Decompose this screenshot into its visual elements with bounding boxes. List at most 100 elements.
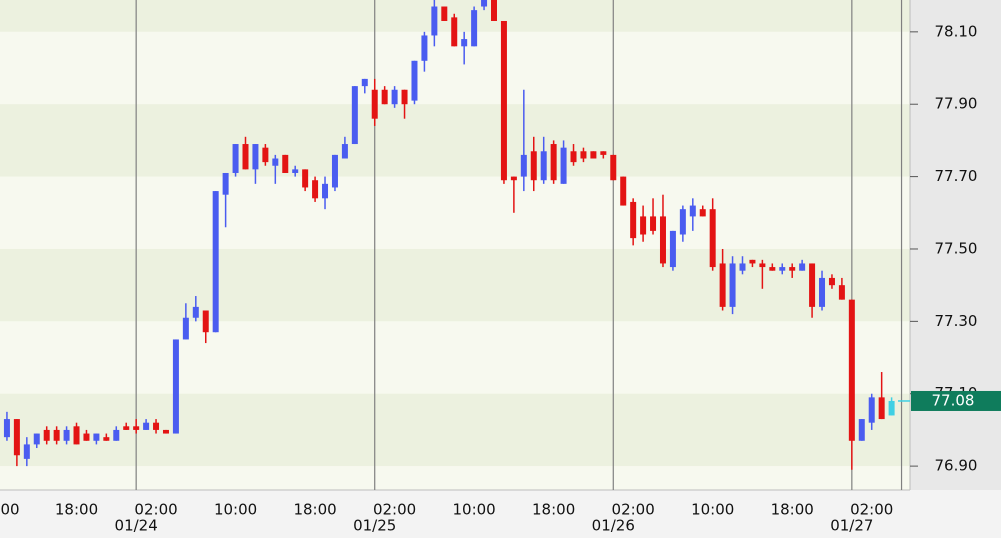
- candle-body: [53, 429, 60, 441]
- candle-body: [451, 17, 458, 47]
- candle-body: [63, 429, 70, 441]
- candle-body: [530, 151, 537, 181]
- last-price-label: 77.08: [932, 391, 975, 409]
- x-date-label: 01/26: [592, 517, 635, 535]
- candle-body: [828, 277, 835, 286]
- candle-body: [779, 267, 786, 271]
- candle-body: [709, 209, 716, 268]
- candle-body: [341, 144, 348, 159]
- candle-body: [103, 437, 110, 441]
- candle-body: [172, 339, 179, 434]
- candle-body: [610, 154, 617, 181]
- candle-body: [252, 144, 259, 170]
- candle-body: [461, 39, 468, 47]
- candle-body: [848, 299, 855, 441]
- candle-body: [550, 144, 557, 181]
- candle-body: [371, 89, 378, 119]
- candle-body: [749, 259, 756, 264]
- candle-body: [560, 147, 567, 184]
- candle-body: [202, 310, 209, 333]
- x-tick-label: 02:00: [373, 501, 416, 519]
- candle-body: [282, 154, 289, 173]
- candle-body: [143, 422, 150, 430]
- y-tick-label: 76.90: [935, 457, 978, 475]
- candle-body: [73, 426, 80, 445]
- grid-band: [0, 321, 910, 394]
- candle-body: [838, 285, 845, 300]
- x-tick-label: 10:00: [691, 501, 734, 519]
- candle-body: [93, 433, 100, 441]
- candle-body: [33, 433, 40, 445]
- candle-body: [192, 306, 199, 318]
- bands: [0, 0, 910, 490]
- grid-band: [0, 104, 910, 177]
- x-tick-label: 10:00: [453, 501, 496, 519]
- candle-body: [739, 263, 746, 271]
- candle-body: [113, 429, 120, 441]
- candle-body: [540, 151, 547, 181]
- candle-body: [630, 201, 637, 239]
- candle-body: [570, 151, 577, 163]
- candle-body: [520, 154, 527, 177]
- x-tick-label: 18:00: [771, 501, 814, 519]
- x-axis-panel: [0, 490, 1001, 538]
- candle-body: [133, 426, 140, 430]
- candle-body: [222, 172, 229, 195]
- candle-body: [331, 154, 338, 188]
- x-date-label: 01/25: [353, 517, 396, 535]
- candle-body: [689, 205, 696, 217]
- last-price-box: [911, 390, 1001, 411]
- x-tick-label: 18:00: [55, 501, 98, 519]
- grid-band: [0, 393, 910, 467]
- candle-body: [292, 169, 299, 173]
- candle-body: [471, 10, 478, 47]
- candle-body: [878, 397, 885, 420]
- candle-body: [23, 444, 30, 459]
- candle-body: [590, 151, 597, 159]
- candle-body: [3, 419, 10, 438]
- candle-body: [491, 0, 497, 21]
- candle-body: [769, 267, 776, 271]
- candle-body: [153, 422, 160, 430]
- candle-body: [242, 144, 249, 170]
- candle-body: [858, 419, 865, 441]
- grid-band: [0, 466, 910, 490]
- candle-body: [500, 20, 507, 181]
- candle-body: [819, 277, 826, 307]
- x-tick-label: 02:00: [134, 501, 177, 519]
- candle-body: [43, 429, 50, 441]
- candle-body: [431, 6, 438, 36]
- x-tick-label: 00: [0, 501, 19, 519]
- candle-body: [620, 176, 627, 206]
- y-tick-label: 77.30: [935, 312, 978, 330]
- candle-body: [272, 158, 279, 166]
- x-tick-label: 18:00: [532, 501, 575, 519]
- candle-body: [381, 89, 388, 105]
- candle-body: [888, 400, 895, 416]
- candle-body: [13, 419, 20, 456]
- candle-body: [868, 397, 875, 423]
- grid-band: [0, 176, 910, 249]
- candle-body: [650, 216, 657, 231]
- candle-body: [391, 89, 398, 105]
- candle-body: [481, 0, 488, 7]
- candle-body: [302, 169, 309, 188]
- candle-body: [580, 151, 587, 159]
- candle-body: [182, 317, 189, 340]
- candle-body: [809, 263, 816, 307]
- x-tick-label: 18:00: [293, 501, 336, 519]
- candle-body: [83, 433, 90, 441]
- candle-body: [799, 263, 806, 271]
- y-tick-label: 78.10: [935, 22, 978, 40]
- candle-body: [212, 191, 219, 333]
- candle-body: [600, 151, 607, 155]
- y-tick-label: 77.50: [935, 239, 978, 257]
- candle-body: [351, 86, 358, 145]
- candle-body: [510, 176, 517, 181]
- candle-body: [361, 78, 368, 87]
- candle-body: [719, 263, 726, 307]
- candle-body: [421, 35, 428, 61]
- candle-body: [789, 267, 796, 271]
